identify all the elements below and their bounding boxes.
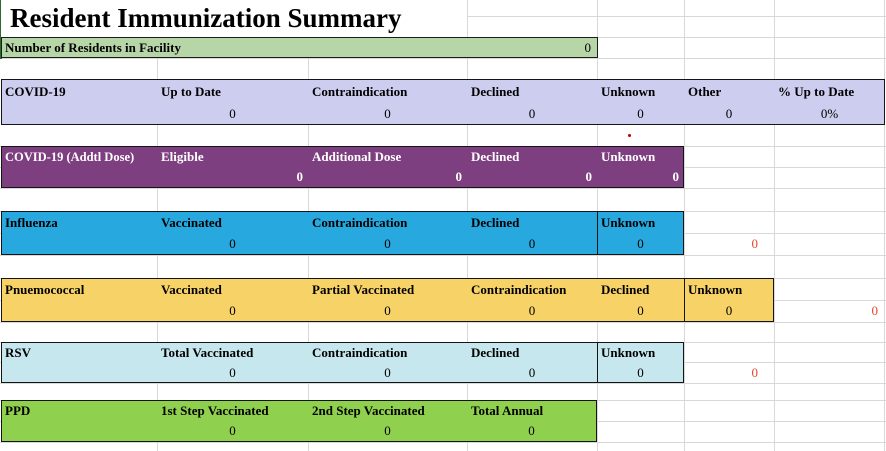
header-cell[interactable]: Other bbox=[688, 84, 722, 99]
value-cell[interactable]: 0 bbox=[725, 303, 733, 318]
header-cell[interactable]: Contraindication bbox=[471, 282, 567, 297]
value-cell[interactable]: 0 bbox=[637, 303, 644, 318]
header-cell[interactable]: Contraindication bbox=[312, 215, 408, 230]
header-cell[interactable]: Declined bbox=[471, 84, 520, 99]
value-cell[interactable]: 0 bbox=[229, 365, 236, 380]
section-influenza: Influenza Vaccinated Contraindication De… bbox=[1, 211, 684, 255]
value-cell[interactable]: 0 bbox=[528, 106, 536, 121]
page-title: Resident Immunization Summary bbox=[10, 3, 402, 33]
value-cell[interactable]: 0 bbox=[528, 236, 536, 251]
section-name-cell[interactable]: PPD bbox=[5, 403, 31, 418]
cell-divider bbox=[597, 343, 598, 382]
header-cell[interactable]: Total Annual bbox=[471, 403, 544, 418]
header-cell[interactable]: 1st Step Vaccinated bbox=[161, 403, 269, 418]
value-cell[interactable]: 0 bbox=[229, 303, 236, 318]
grid-line-h bbox=[0, 383, 886, 384]
value-cell[interactable]: 0 bbox=[384, 423, 391, 438]
header-cell[interactable]: Contraindication bbox=[312, 345, 408, 360]
header-cell[interactable]: Unknown bbox=[688, 282, 743, 297]
value-cell[interactable]: 0 bbox=[455, 169, 463, 184]
header-cell[interactable]: Unknown bbox=[601, 84, 656, 99]
value-cell[interactable]: 0 bbox=[384, 236, 391, 251]
stray-red-zero-rsv[interactable]: 0 bbox=[751, 365, 759, 380]
cell-divider bbox=[597, 212, 598, 254]
header-cell[interactable]: Vaccinated bbox=[161, 282, 222, 297]
residents-value[interactable]: 0 bbox=[584, 40, 592, 55]
stray-red-zero-influenza[interactable]: 0 bbox=[751, 236, 759, 251]
value-cell[interactable]: 0 bbox=[528, 423, 535, 438]
header-cell[interactable]: Declined bbox=[601, 282, 650, 297]
header-cell[interactable]: 2nd Step Vaccinated bbox=[312, 403, 425, 418]
section-name-cell[interactable]: RSV bbox=[5, 345, 32, 360]
grid-line-v bbox=[884, 0, 885, 451]
header-cell[interactable]: Vaccinated bbox=[161, 215, 222, 230]
value-cell[interactable]: 0 bbox=[229, 236, 236, 251]
title-cell[interactable]: Resident Immunization Summary bbox=[1, 0, 467, 38]
section-covid19-addtl-dose: COVID-19 (Addtl Dose) Eligible Additiona… bbox=[1, 146, 684, 188]
value-cell[interactable]: 0 bbox=[528, 303, 536, 318]
header-cell[interactable]: Additional Dose bbox=[312, 149, 402, 164]
grid-line-h bbox=[0, 58, 886, 59]
value-cell[interactable]: 0 bbox=[229, 423, 236, 438]
header-cell[interactable]: Unknown bbox=[601, 149, 656, 164]
value-cell[interactable]: 0 bbox=[384, 365, 391, 380]
header-cell[interactable]: Eligible bbox=[161, 149, 204, 164]
grid-line-h bbox=[0, 322, 886, 323]
section-name-cell[interactable]: COVID-19 bbox=[5, 84, 66, 99]
value-cell[interactable]: 0 bbox=[672, 169, 680, 184]
grid-line-h bbox=[0, 188, 886, 189]
header-cell[interactable]: Declined bbox=[471, 215, 520, 230]
grid-line-h bbox=[0, 255, 886, 256]
residents-count-row[interactable]: Number of Residents in Facility 0 bbox=[1, 37, 598, 58]
value-cell[interactable]: 0 bbox=[296, 169, 304, 184]
stray-red-zero-pneumococcal[interactable]: 0 bbox=[871, 303, 879, 318]
section-rsv: RSV Total Vaccinated Contraindication De… bbox=[1, 342, 684, 383]
section-name-cell[interactable]: COVID-19 (Addtl Dose) bbox=[5, 150, 135, 164]
header-cell[interactable]: Declined bbox=[471, 149, 520, 164]
section-ppd: PPD 1st Step Vaccinated 2nd Step Vaccina… bbox=[1, 400, 597, 442]
cell-divider bbox=[684, 279, 685, 321]
value-cell[interactable]: 0 bbox=[528, 365, 536, 380]
section-pneumococcal: Pnuemococcal Vaccinated Partial Vaccinat… bbox=[1, 278, 774, 322]
value-cell[interactable]: 0 bbox=[637, 365, 644, 380]
header-cell[interactable]: Total Vaccinated bbox=[161, 345, 254, 360]
header-cell[interactable]: Up to Date bbox=[161, 84, 221, 99]
residents-label: Number of Residents in Facility bbox=[5, 40, 181, 55]
header-cell[interactable]: Contraindication bbox=[312, 84, 408, 99]
header-cell[interactable]: Unknown bbox=[601, 345, 656, 360]
red-dot-marker bbox=[628, 134, 631, 137]
grid-line-v bbox=[774, 0, 775, 451]
value-cell[interactable]: 0 bbox=[384, 106, 391, 121]
grid-line-h bbox=[0, 442, 886, 443]
header-cell[interactable]: % Up to Date bbox=[778, 84, 855, 99]
value-cell[interactable]: 0% bbox=[820, 106, 839, 121]
value-cell[interactable]: 0 bbox=[384, 303, 391, 318]
value-cell[interactable]: 0 bbox=[585, 169, 593, 184]
value-cell[interactable]: 0 bbox=[637, 236, 644, 251]
grid-line-v bbox=[684, 0, 685, 451]
header-cell[interactable]: Unknown bbox=[601, 215, 656, 230]
value-cell[interactable]: 0 bbox=[725, 106, 733, 121]
value-cell[interactable]: 0 bbox=[637, 106, 644, 121]
section-covid19: COVID-19 Up to Date Contraindication Dec… bbox=[1, 79, 885, 125]
value-cell[interactable]: 0 bbox=[229, 106, 236, 121]
section-name-cell[interactable]: Pnuemococcal bbox=[5, 282, 85, 297]
section-name-cell[interactable]: Influenza bbox=[5, 215, 58, 230]
header-cell[interactable]: Partial Vaccinated bbox=[312, 282, 415, 297]
header-cell[interactable]: Declined bbox=[471, 345, 520, 360]
